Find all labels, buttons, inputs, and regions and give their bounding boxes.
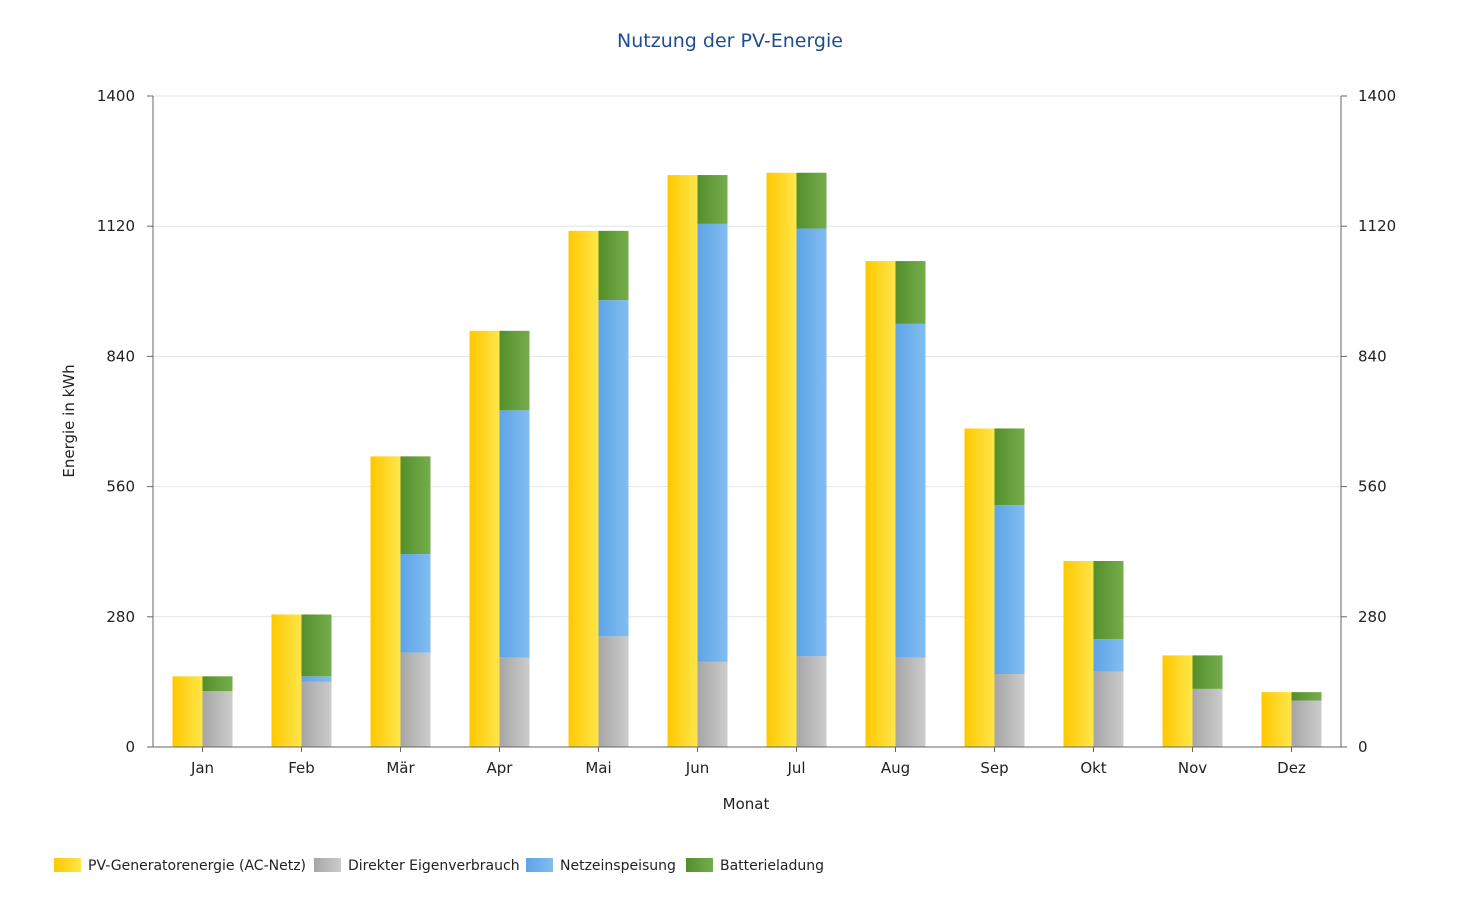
bar-segment-eigenverbrauch [301,681,332,747]
bar-segment-eigenverbrauch [1192,688,1223,747]
bar-segment-batterieladung [598,230,629,301]
bar-segment-batterieladung [895,261,926,324]
gridlines [153,95,1341,618]
bar-segment-netzeinspeisung [796,228,827,657]
bar-segment-eigenverbrauch [1291,700,1322,747]
bar-segment-eigenverbrauch [598,636,629,747]
bars [172,172,1322,748]
bar-pv-generator [370,456,401,747]
bar-segment-batterieladung [697,175,728,224]
x-tick-label: Mär [386,759,415,777]
y-tick-label-right: 280 [1358,608,1387,626]
bar-segment-eigenverbrauch [202,691,233,747]
y-tick-label-left: 840 [106,347,135,365]
bar-segment-batterieladung [994,428,1025,506]
bar-pv-generator [172,676,203,747]
x-tick-label: Jan [190,759,214,777]
legend-label: Netzeinspeisung [560,858,676,874]
y-tick-label-right: 1120 [1358,217,1396,235]
tick-labels: 0 0 280 280 560 560 840 840 1120 1120 1400 1400 Jan F… [97,87,1396,777]
bar-segment-netzeinspeisung [697,223,728,662]
y-tick-label-left: 1120 [97,217,135,235]
x-tick-label: Okt [1080,759,1106,777]
legend-swatch [526,858,553,872]
y-tick-label-right: 560 [1358,478,1387,496]
legend-item[interactable]: PV-Generatorenergie (AC-Netz) [54,858,306,874]
y-tick-label-right: 840 [1358,347,1387,365]
bar-segment-eigenverbrauch [796,656,827,747]
bar-pv-generator [568,230,599,748]
x-tick-label: Apr [487,759,514,777]
chart-title: Nutzung der PV-Energie [617,30,843,52]
legend-label: PV-Generatorenergie (AC-Netz) [88,858,306,874]
y-tick-label-left: 560 [106,478,135,496]
bar-pv-generator [1162,655,1193,747]
bar-segment-netzeinspeisung [400,554,431,653]
y-tick-label-left: 1400 [97,87,135,105]
bar-segment-eigenverbrauch [499,657,530,747]
bar-pv-generator [964,428,995,747]
x-tick-label: Nov [1178,759,1207,777]
legend-swatch [686,858,713,872]
x-tick-label: Jul [786,759,805,777]
bar-segment-batterieladung [202,676,233,692]
bar-pv-generator [271,614,302,747]
y-tick-label-right: 0 [1358,738,1368,756]
bar-segment-eigenverbrauch [1093,671,1124,747]
bar-pv-generator [1261,692,1292,747]
bar-segment-netzeinspeisung [994,505,1025,674]
bar-segment-eigenverbrauch [895,657,926,747]
legend-item[interactable]: Direkter Eigenverbrauch [314,858,520,874]
legend-item[interactable]: Netzeinspeisung [526,858,676,874]
x-tick-label: Aug [881,759,910,777]
bar-segment-netzeinspeisung [301,676,332,682]
bar-pv-generator [667,175,698,748]
x-tick-label: Mai [585,759,611,777]
bar-segment-batterieladung [301,614,332,677]
bar-segment-batterieladung [499,330,530,411]
bar-segment-netzeinspeisung [1093,639,1124,672]
bar-pv-generator [1063,561,1094,747]
x-tick-label: Feb [288,759,315,777]
bar-pv-generator [865,261,896,747]
legend: PV-Generatorenergie (AC-Netz) Direkter Ei… [54,858,824,874]
bar-segment-batterieladung [400,456,431,555]
y-tick-label-left: 280 [106,608,135,626]
bar-segment-netzeinspeisung [598,300,629,637]
bar-pv-generator [469,330,500,747]
legend-swatch [54,858,81,872]
bar-segment-batterieladung [1093,561,1124,640]
bar-segment-netzeinspeisung [895,323,926,658]
legend-label: Direkter Eigenverbrauch [348,858,520,874]
x-tick-label: Dez [1277,759,1306,777]
y-axis-label: Energie in kWh [60,364,78,477]
bar-pv-generator [766,172,797,748]
x-tick-label: Jun [685,759,709,777]
legend-item[interactable]: Batterieladung [686,858,824,874]
bar-segment-eigenverbrauch [994,673,1025,747]
bar-segment-batterieladung [1291,692,1322,701]
legend-label: Batterieladung [720,858,824,874]
x-tick-label: Sep [980,759,1008,777]
bar-segment-batterieladung [796,172,827,229]
y-tick-label-left: 0 [125,738,135,756]
bar-segment-eigenverbrauch [697,661,728,747]
bar-segment-eigenverbrauch [400,652,431,747]
y-tick-label-right: 1400 [1358,87,1396,105]
bar-segment-netzeinspeisung [499,410,530,658]
legend-swatch [314,858,341,872]
bar-segment-batterieladung [1192,655,1223,689]
x-axis-label: Monat [723,795,770,813]
axes [147,95,1347,752]
